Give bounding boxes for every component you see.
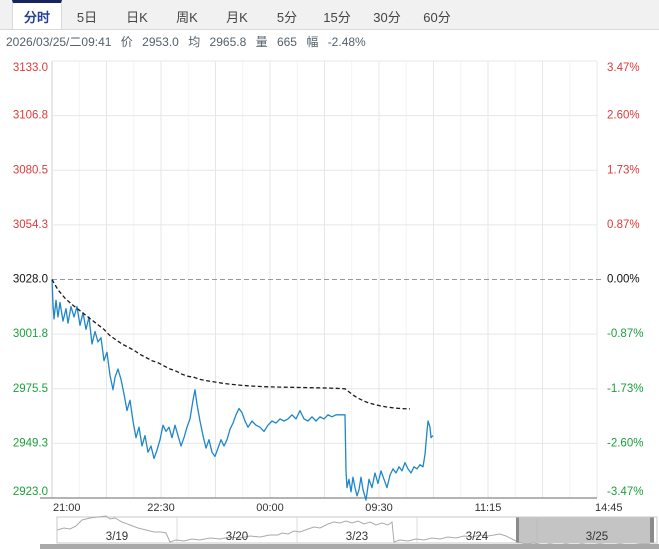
y-axis-left-label: 3106.8 [13, 110, 48, 122]
price-value: 2953.0 [142, 35, 179, 49]
y-axis-right-label: -3.47% [607, 486, 643, 498]
navigator-date-3/23[interactable]: 3/23 [346, 531, 368, 543]
price-label: 价 [120, 35, 133, 49]
price-line [51, 279, 434, 501]
change-value: -2.48% [327, 35, 366, 49]
x-axis-label: 22:30 [147, 502, 175, 514]
y-axis-right-label: -2.60% [607, 437, 643, 449]
tab-intraday[interactable]: 分时 [12, 0, 62, 29]
quote-datetime: 2026/03/25/二09:41 [6, 35, 112, 49]
navigator-slider[interactable] [519, 517, 650, 543]
tab-bar: 分时 5日 日K 周K 月K 5分 15分 30分 60分 [0, 0, 659, 30]
navigator-date-3/25[interactable]: 3/25 [586, 531, 608, 543]
tab-5日[interactable]: 5日 [76, 9, 98, 25]
navigator-date-3/24[interactable]: 3/24 [466, 531, 489, 543]
tab-30分[interactable]: 30分 [373, 9, 401, 25]
horizontal-scrollbar[interactable] [40, 544, 659, 549]
x-axis-label: 00:00 [256, 502, 284, 514]
navigator-date-3/20[interactable]: 3/20 [226, 531, 248, 543]
volume-value: 665 [276, 35, 297, 49]
tab-周K[interactable]: 周K [176, 9, 198, 25]
navigator-date-3/19[interactable]: 3/19 [106, 531, 128, 543]
change-label: 幅 [306, 35, 319, 49]
y-axis-right-label: 0.87% [607, 219, 640, 231]
x-axis-label: 09:30 [365, 502, 393, 514]
y-axis-left-label: 2975.5 [13, 383, 48, 395]
navigator-slider-right-handle[interactable] [650, 517, 654, 543]
tab-15分[interactable]: 15分 [323, 9, 351, 25]
y-axis-left-label: 3080.5 [13, 164, 48, 176]
x-axis-label: 21:00 [53, 502, 81, 514]
y-axis-right-label: 1.73% [607, 164, 640, 176]
y-axis-left-label: 2923.0 [13, 486, 48, 498]
y-axis-right-label: -1.73% [607, 383, 643, 395]
volume-label: 量 [255, 35, 268, 49]
navigator-sparkline [56, 515, 650, 546]
average-label: 均 [188, 35, 201, 49]
y-axis-left-label: 3133.0 [13, 62, 48, 74]
tab-日K[interactable]: 日K [126, 9, 148, 25]
x-axis-label: 11:15 [475, 502, 502, 514]
y-axis-right-label: 3.47% [607, 62, 640, 74]
y-axis-left-label: 2949.3 [13, 437, 48, 449]
tab-5分[interactable]: 5分 [276, 9, 298, 25]
x-axis-label: 14:45 [595, 502, 623, 514]
navigator-slider-left-handle[interactable] [516, 517, 519, 543]
average-value: 2965.8 [209, 35, 247, 49]
tab-月K[interactable]: 月K [226, 9, 248, 25]
y-axis-right-label: -0.87% [607, 328, 643, 340]
y-axis-left-label: 3054.3 [13, 219, 48, 231]
y-axis-right-label: 0.00% [607, 274, 640, 286]
y-axis-left-label: 3001.8 [13, 328, 48, 340]
y-axis-right-label: 2.60% [607, 110, 640, 122]
tab-60分[interactable]: 60分 [423, 9, 451, 25]
quote-stats-line: 2026/03/25/二09:41 价 2953.0 均 2965.8 量 66… [6, 33, 656, 53]
y-axis-left-label: 3028.0 [13, 274, 48, 286]
